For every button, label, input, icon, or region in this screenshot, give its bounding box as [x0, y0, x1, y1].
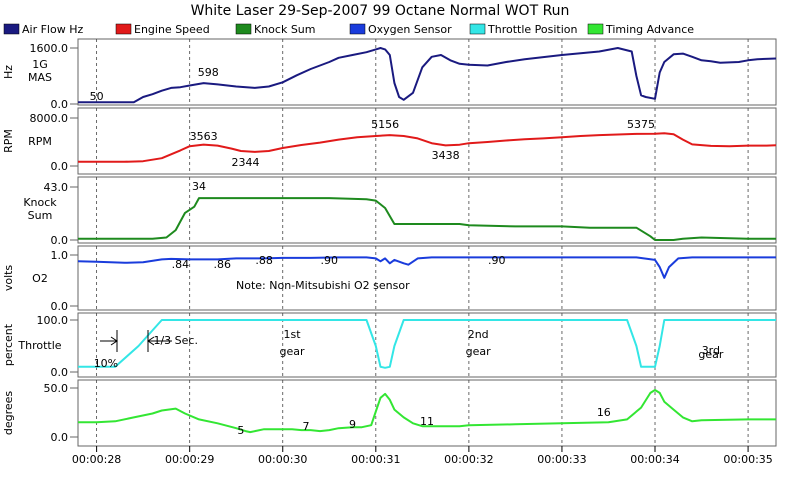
data-label: 1/3 Sec.	[153, 334, 198, 347]
panel-frame	[77, 38, 777, 106]
y-min-label: 0.0	[51, 98, 69, 111]
x-tick-label: 00:00:28	[72, 453, 121, 466]
panel-timing: degrees 50.0 0.0 5 7 9 11 16	[2, 379, 777, 447]
data-label: .88	[255, 254, 273, 267]
data-label: 34	[192, 180, 206, 193]
x-tick-label: 00:00:31	[351, 453, 400, 466]
y-max-label: 43.0	[44, 181, 69, 194]
data-label: 598	[198, 66, 219, 79]
legend: Air Flow Hz Engine Speed Knock Sum Oxygen S…	[3, 23, 694, 36]
x-tick-label: 00:00:35	[723, 453, 772, 466]
o2-note: Note: Non-Mitsubishi O2 sensor	[236, 279, 410, 292]
data-label: 5375	[627, 118, 655, 131]
legend-label: Oxygen Sensor	[368, 23, 452, 36]
legend-swatch	[3, 23, 20, 35]
chart-title: White Laser 29-Sep-2007 99 Octane Normal…	[191, 3, 570, 19]
channel-label: Sum	[28, 209, 53, 222]
data-label: 9	[349, 418, 356, 431]
y-min-label: 0.0	[51, 160, 69, 173]
y-axis-label: percent	[2, 323, 15, 366]
data-label: gear	[466, 345, 491, 358]
data-label: 2nd	[468, 328, 489, 341]
legend-label: Air Flow Hz	[22, 23, 83, 36]
data-label: 10%	[94, 357, 118, 370]
series-line-throttle	[78, 319, 776, 369]
data-label: gear	[280, 345, 305, 358]
panel-frame	[77, 245, 777, 311]
y-max-label: 1.0	[51, 249, 69, 262]
data-label: 1st	[284, 328, 302, 341]
data-label: 3rd	[702, 344, 720, 357]
y-axis-label: RPM	[2, 129, 15, 153]
series-line-airflow	[78, 47, 777, 104]
x-tick-label: 00:00:29	[165, 453, 214, 466]
legend-label: Engine Speed	[134, 23, 210, 36]
data-label: .90	[488, 254, 506, 267]
y-min-label: 0.0	[51, 234, 69, 247]
time-axis: 00:00:28 00:00:29 00:00:30 00:00:31 00:00:32…	[72, 446, 773, 466]
data-label: .86	[214, 258, 232, 271]
data-label: 7	[303, 420, 310, 433]
data-label: 11	[420, 415, 434, 428]
legend-swatch	[235, 23, 252, 35]
channel-label: O2	[32, 272, 48, 285]
legend-label: Knock Sum	[254, 23, 316, 36]
channel-label: MAS	[28, 71, 52, 84]
y-min-label: 0.0	[51, 431, 69, 444]
channel-label: Throttle	[17, 339, 61, 352]
y-min-label: 0.0	[51, 300, 69, 313]
y-max-label: 8000.0	[30, 112, 69, 125]
data-label: 5	[237, 424, 244, 437]
channel-label: Knock	[23, 196, 57, 209]
y-min-label: 0.0	[51, 366, 69, 379]
data-label: 2344	[232, 156, 260, 169]
data-label: 5156	[371, 118, 399, 131]
legend-swatch	[115, 23, 132, 35]
data-label: 3438	[432, 149, 460, 162]
legend-label: Throttle Position	[487, 23, 578, 36]
panel-rpm: RPM 8000.0 0.0 RPM 3563 2344 5156 3438 5375	[2, 107, 777, 175]
x-tick-label: 00:00:32	[444, 453, 493, 466]
x-tick-label: 00:00:33	[537, 453, 586, 466]
y-max-label: 100.0	[37, 314, 69, 327]
x-tick-label: 00:00:34	[630, 453, 679, 466]
y-max-label: 50.0	[44, 382, 69, 395]
panel-throttle: percent 100.0 0.0 Throttle 10% 1/3 Sec. 1st gea…	[2, 312, 777, 379]
legend-swatch	[587, 23, 604, 35]
data-label: 16	[597, 406, 611, 419]
y-axis-label: degrees	[2, 391, 15, 436]
panel-frame	[77, 176, 777, 244]
data-label: .84	[172, 258, 190, 271]
data-label: 50	[90, 90, 104, 103]
panel-o2: volts 1.0 0.0 O2 .84 .86 .88 .90 .90 Note: Non-Mi…	[2, 245, 777, 313]
arrow-left-head	[110, 336, 118, 346]
y-axis-label: Hz	[2, 65, 15, 79]
y-axis-label: volts	[2, 265, 15, 292]
legend-swatch	[349, 23, 366, 35]
channel-label: RPM	[28, 135, 52, 148]
data-label: .90	[321, 254, 339, 267]
series-line-timing	[78, 389, 776, 434]
panel-frame	[77, 379, 777, 447]
series-line-o2	[77, 256, 776, 279]
y-max-label: 1600.0	[30, 42, 69, 55]
series-line-rpm	[78, 132, 777, 163]
series-line-knock	[78, 197, 776, 241]
arrow-right-head	[147, 336, 155, 346]
x-tick-label: 00:00:30	[258, 453, 307, 466]
channel-label: 1G	[32, 58, 48, 71]
legend-swatch	[469, 23, 486, 35]
data-label: 3563	[190, 130, 218, 143]
legend-label: Timing Advance	[605, 23, 694, 36]
data-label: gear	[698, 348, 723, 361]
